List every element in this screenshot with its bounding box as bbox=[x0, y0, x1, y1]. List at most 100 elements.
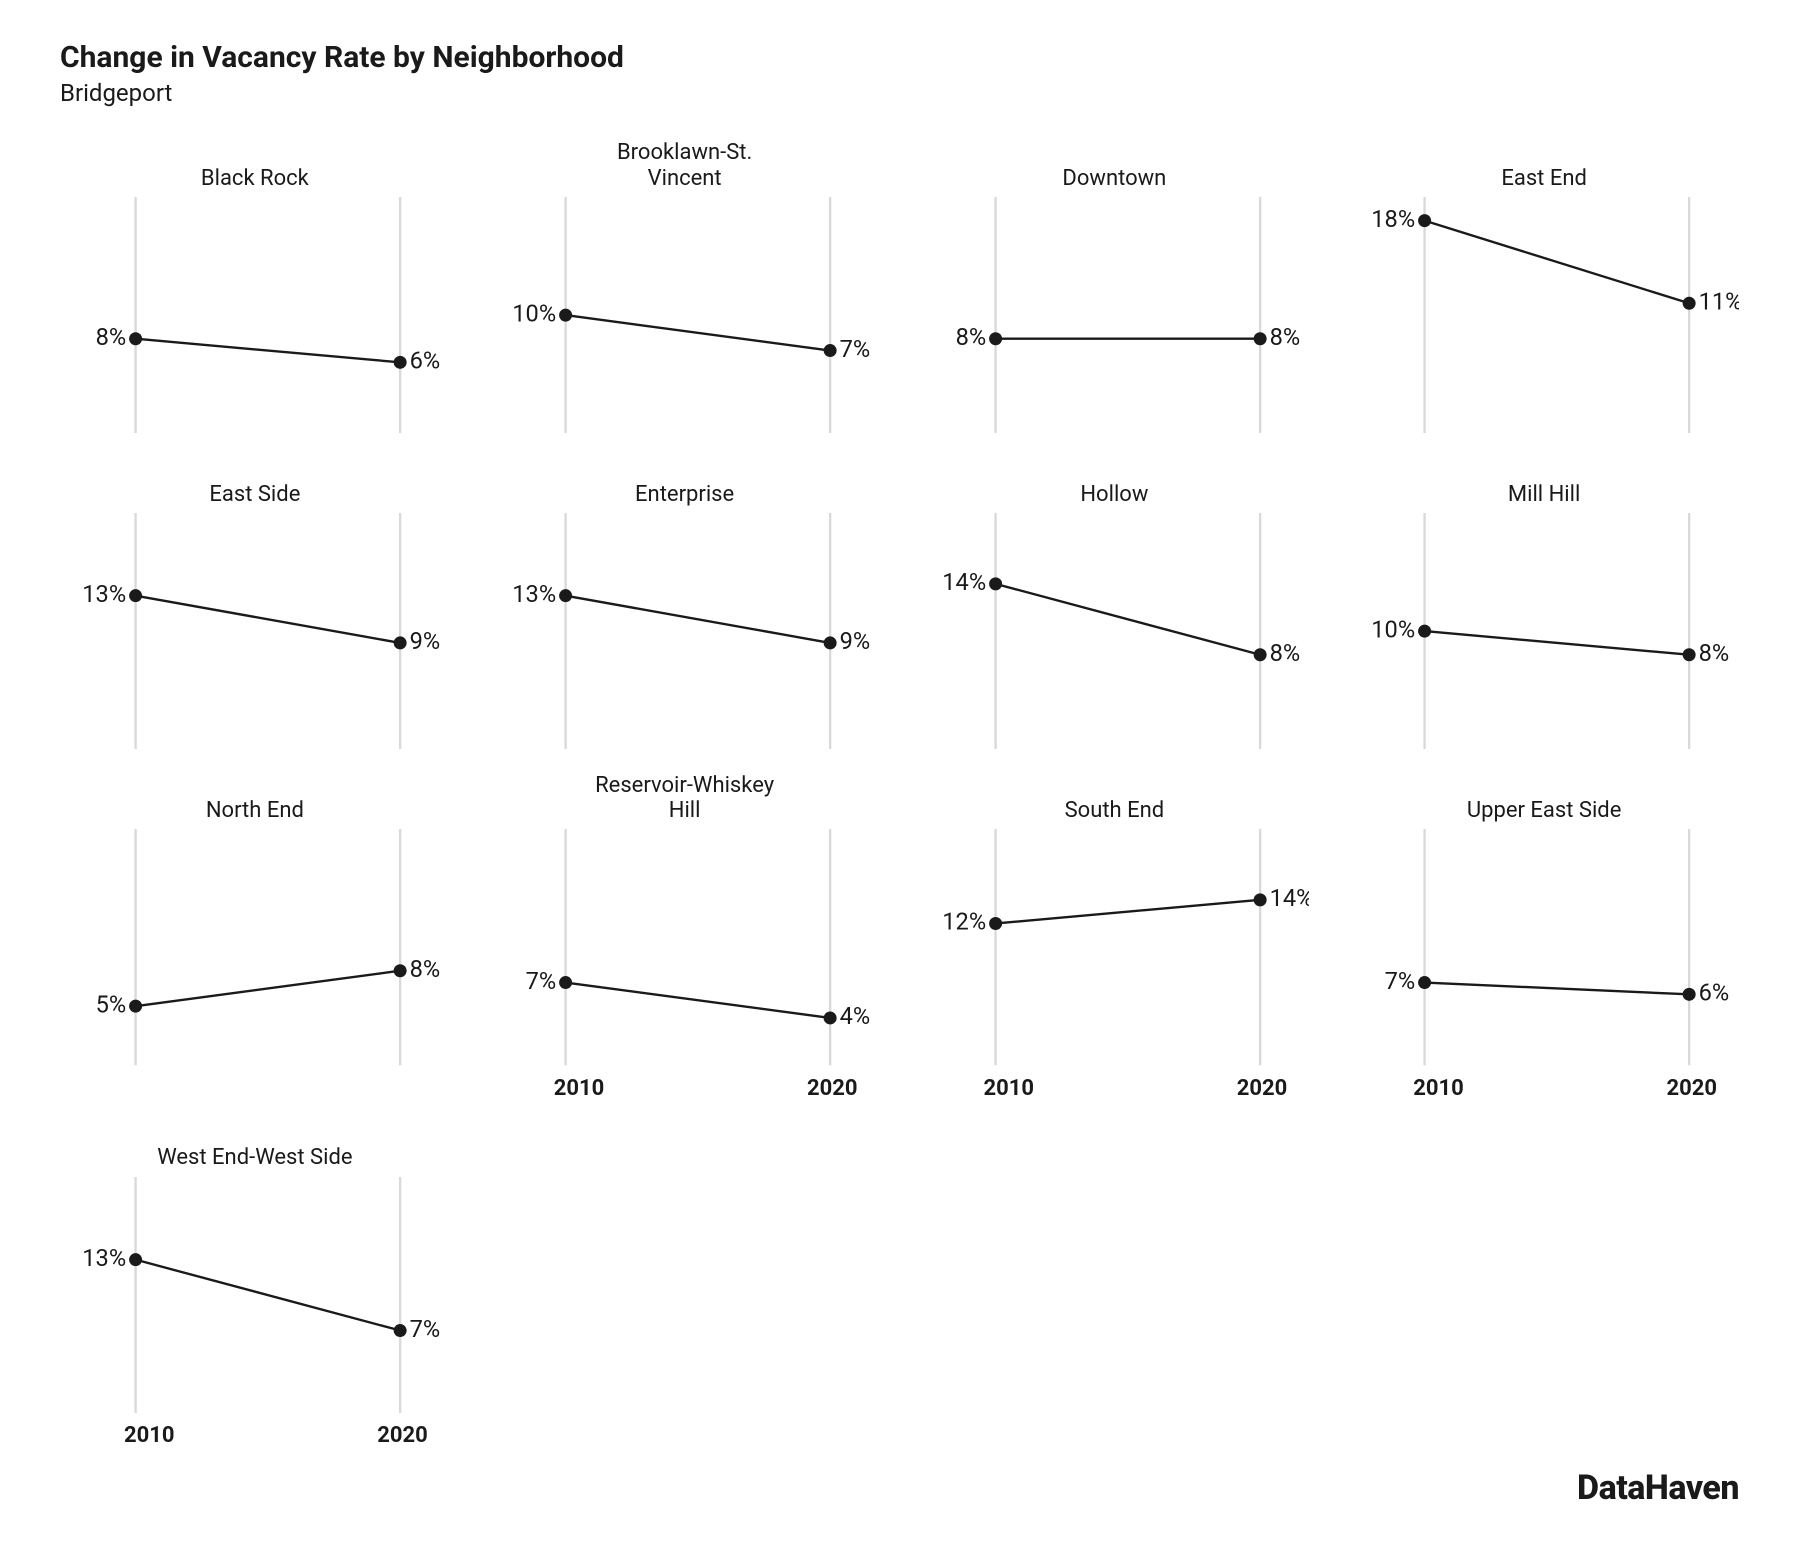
point-2010 bbox=[559, 976, 572, 989]
point-2010 bbox=[129, 589, 142, 602]
value-label-2020: 6% bbox=[1699, 979, 1730, 1007]
point-2010 bbox=[1418, 214, 1431, 227]
slope-line bbox=[136, 339, 401, 363]
chart-panel: South End12%14%20102020 bbox=[920, 767, 1310, 1100]
point-2010 bbox=[989, 332, 1002, 345]
source-label: DataHaven bbox=[60, 1468, 1739, 1508]
x-axis-labels: 20102020 bbox=[60, 1417, 450, 1448]
slope-line bbox=[136, 971, 401, 1006]
point-2020 bbox=[823, 637, 836, 650]
value-label-2010: 7% bbox=[1385, 967, 1416, 995]
slope-plot: 5% 8% bbox=[60, 829, 450, 1065]
panel-title: Upper East Side bbox=[1349, 767, 1739, 823]
chart-panel: Upper East Side 7% 6% 20102020 bbox=[1349, 767, 1739, 1100]
x-label-2020: 2020 bbox=[377, 1423, 428, 1448]
slope-plot: 14% 8% bbox=[920, 513, 1310, 749]
point-2010 bbox=[559, 309, 572, 322]
value-label-2020: 8% bbox=[1699, 639, 1730, 667]
panel-title: Black Rock bbox=[60, 135, 450, 191]
panel-title: East Side bbox=[60, 451, 450, 507]
value-label-2020: 4% bbox=[839, 1003, 870, 1031]
point-2020 bbox=[394, 965, 407, 978]
panel-title: Enterprise bbox=[490, 451, 880, 507]
value-label-2010: 13% bbox=[82, 1244, 126, 1272]
slope-plot: 8% 6% bbox=[60, 197, 450, 433]
slope-plot: 13% 9% bbox=[60, 513, 450, 749]
x-label-2020: 2020 bbox=[1237, 1076, 1288, 1101]
slope-line bbox=[565, 596, 830, 643]
point-2010 bbox=[989, 917, 1002, 930]
value-label-2010: 7% bbox=[525, 967, 556, 995]
panel-title: Downtown bbox=[920, 135, 1310, 191]
slope-plot: 13% 7% bbox=[60, 1177, 450, 1413]
panel-title: East End bbox=[1349, 135, 1739, 191]
slope-plot: 12%14% bbox=[920, 829, 1310, 1065]
slope-plot: 10%7% bbox=[490, 197, 880, 433]
point-2010 bbox=[1418, 625, 1431, 638]
panel-title: West End-West Side bbox=[60, 1115, 450, 1171]
panel-title: Brooklawn-St.Vincent bbox=[490, 135, 880, 191]
value-label-2010: 18% bbox=[1372, 205, 1416, 233]
chart-panel: Black Rock 8% 6% bbox=[60, 135, 450, 437]
value-label-2010: 10% bbox=[1372, 616, 1416, 644]
value-label-2010: 8% bbox=[96, 323, 127, 351]
slope-line bbox=[1425, 221, 1690, 304]
slope-line bbox=[1425, 983, 1690, 995]
chart-panel: Hollow 14% 8% bbox=[920, 451, 1310, 753]
point-2010 bbox=[129, 1000, 142, 1013]
chart-panel: Reservoir-WhiskeyHill 7% 4% 20102020 bbox=[490, 767, 880, 1100]
point-2010 bbox=[129, 1253, 142, 1266]
chart-title: Change in Vacancy Rate by Neighborhood bbox=[60, 40, 1739, 75]
x-axis-labels: 20102020 bbox=[490, 1070, 880, 1101]
slope-plot: 7% 4% bbox=[490, 829, 880, 1065]
value-label-2010: 13% bbox=[512, 580, 556, 608]
point-2020 bbox=[1683, 988, 1696, 1001]
point-2020 bbox=[1683, 297, 1696, 310]
x-axis-labels: 2010 2020 bbox=[920, 1070, 1310, 1101]
value-label-2010: 8% bbox=[955, 323, 986, 351]
x-label-2010: 2010 bbox=[1413, 1076, 1464, 1101]
value-label-2020: 8% bbox=[1269, 639, 1300, 667]
panel-title: Hollow bbox=[920, 451, 1310, 507]
panel-title: Reservoir-WhiskeyHill bbox=[490, 767, 880, 823]
point-2020 bbox=[1253, 894, 1266, 907]
value-label-2020: 8% bbox=[1269, 323, 1300, 351]
value-label-2020: 9% bbox=[839, 627, 870, 655]
point-2010 bbox=[989, 578, 1002, 591]
chart-subtitle: Bridgeport bbox=[60, 79, 1739, 107]
point-2020 bbox=[1683, 648, 1696, 661]
slope-line bbox=[565, 315, 830, 350]
value-label-2010: 13% bbox=[82, 580, 126, 608]
chart-panel: East Side 13% 9% bbox=[60, 451, 450, 753]
x-label-2010: 2010 bbox=[554, 1076, 605, 1101]
x-axis-labels: 20102020 bbox=[1349, 1070, 1739, 1101]
chart-panel: West End-West Side 13% 7% 20102020 bbox=[60, 1115, 450, 1448]
value-label-2020: 9% bbox=[410, 627, 441, 655]
value-label-2020: 11% bbox=[1699, 288, 1739, 316]
value-label-2010: 12% bbox=[942, 908, 986, 936]
value-label-2010: 14% bbox=[942, 568, 986, 596]
x-label-2010: 2010 bbox=[984, 1076, 1035, 1101]
value-label-2020: 7% bbox=[410, 1314, 441, 1342]
value-label-2010: 5% bbox=[96, 991, 127, 1019]
point-2010 bbox=[559, 589, 572, 602]
slope-line bbox=[995, 584, 1260, 655]
slope-line bbox=[136, 1259, 401, 1330]
value-label-2020: 6% bbox=[410, 347, 441, 375]
panel-title: North End bbox=[60, 767, 450, 823]
title-block: Change in Vacancy Rate by Neighborhood B… bbox=[60, 40, 1739, 107]
value-label-2020: 8% bbox=[410, 955, 441, 983]
chart-panel: Enterprise 13% 9% bbox=[490, 451, 880, 753]
small-multiples-grid: Black Rock8%6%Brooklawn-St.Vincent10%7%D… bbox=[60, 135, 1739, 1448]
slope-line bbox=[136, 596, 401, 643]
slope-plot: 13% 9% bbox=[490, 513, 880, 749]
slope-plot: 18% 11% bbox=[1349, 197, 1739, 433]
slope-line bbox=[1425, 631, 1690, 655]
point-2010 bbox=[1418, 976, 1431, 989]
point-2020 bbox=[394, 356, 407, 369]
value-label-2010: 10% bbox=[512, 299, 556, 327]
slope-plot: 8% 8% bbox=[920, 197, 1310, 433]
point-2020 bbox=[394, 1324, 407, 1337]
point-2010 bbox=[129, 332, 142, 345]
point-2020 bbox=[823, 344, 836, 357]
